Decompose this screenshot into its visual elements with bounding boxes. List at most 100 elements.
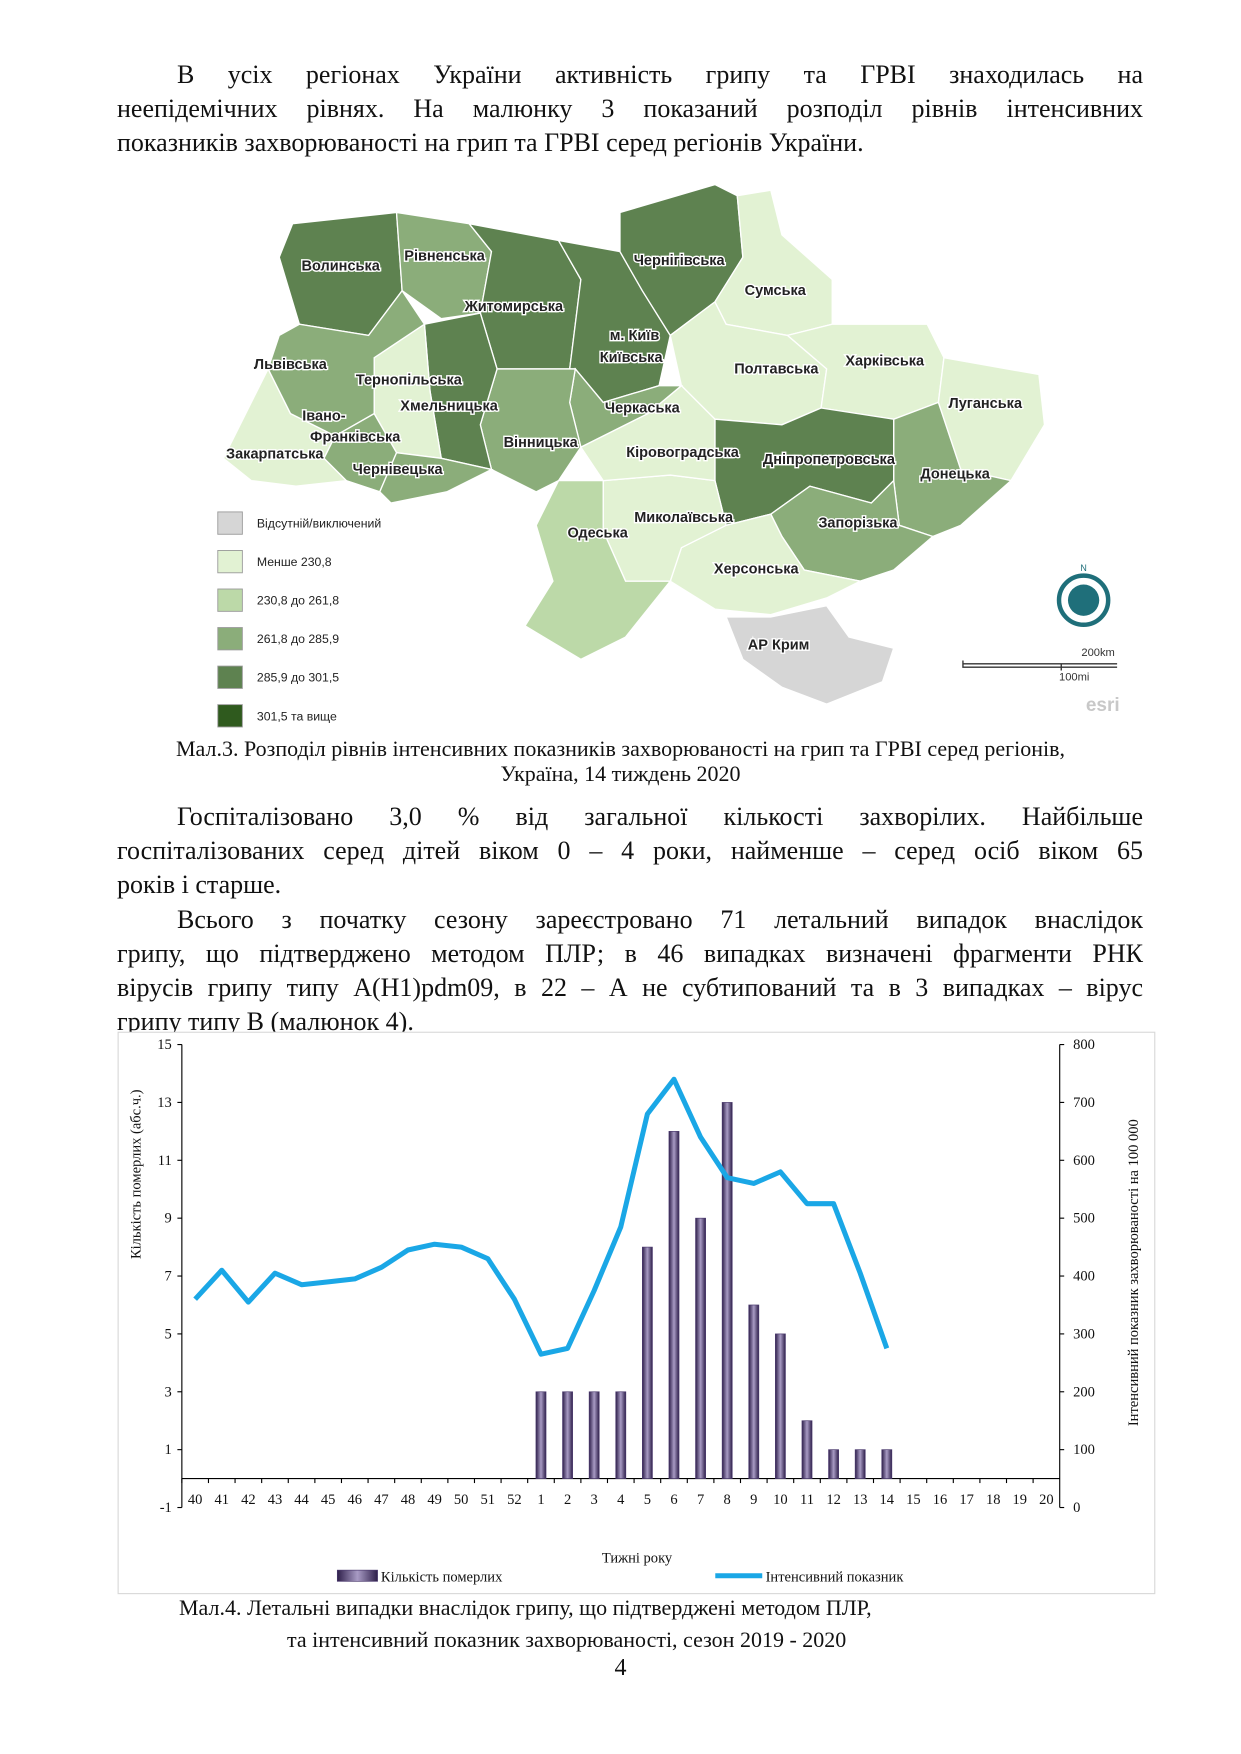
region [725,605,895,705]
legend-swatch [217,665,243,689]
region-label: Житомирська [464,299,564,315]
x-tick-label: 48 [401,1492,416,1508]
compass-core [1067,584,1100,616]
x-tick-label: 16 [933,1492,948,1508]
y-tick-label: 7 [165,1269,172,1285]
region-label: Рівненська [404,249,486,265]
legend-label: 301,5 та вище [257,709,337,723]
region-label: Івано- [302,408,345,424]
y2-tick-label: 200 [1073,1384,1095,1400]
bar [668,1131,680,1479]
region-label: Київська [600,350,664,366]
x-tick-label: 47 [374,1492,389,1508]
bar [828,1449,839,1479]
compass-north: N [1080,563,1086,573]
chart: -113579111315010020030040050060070080040… [117,1031,1156,1595]
legend-swatch [217,550,243,574]
y2-tick-label: 300 [1073,1326,1095,1342]
y2-tick-label: 600 [1073,1153,1095,1169]
region [222,367,348,487]
x-tick-label: 51 [481,1492,496,1508]
bar [881,1449,893,1479]
legend-swatch [336,1569,378,1582]
city-label: м. Київ [610,328,660,344]
text-line: Всього з початку сезону зареєстровано 71… [177,905,1143,934]
y-tick-label: 9 [165,1211,172,1227]
region-label: Миколаївська [634,510,734,526]
bar [721,1102,733,1479]
x-tick-label: 43 [268,1492,283,1508]
bar [854,1449,866,1479]
y2-tick-label: 400 [1073,1269,1095,1285]
x-tick-label: 45 [321,1492,336,1508]
x-tick-label: 9 [750,1492,757,1508]
y-tick-label: 3 [165,1384,172,1400]
x-tick-label: 13 [853,1492,868,1508]
x-tick-label: 15 [906,1492,921,1508]
scale-mi: 100mi [1059,672,1089,684]
region-label: Полтавська [734,361,819,377]
y-axis-title: Кількість померлих (абс.ч.) [128,1089,144,1259]
x-tick-label: 40 [188,1492,203,1508]
region-label: Луганська [949,396,1023,412]
chart-frame [117,1031,1156,1595]
region-label: АР Крим [748,637,810,653]
region [479,368,582,493]
bar [642,1246,653,1479]
text-line: грипу, що підтверджено методом ПЛР; в 46… [117,939,1143,968]
x-tick-label: 11 [800,1492,814,1508]
x-tick-label: 50 [454,1492,469,1508]
x-tick-label: 42 [241,1492,256,1508]
bar [588,1391,600,1479]
x-tick-label: 1 [537,1492,544,1508]
text-line: госпіталізованих серед дітей віком 0 – 4… [117,836,1143,865]
x-tick-label: 4 [617,1492,625,1508]
text-line: Госпіталізовано 3,0 % від загальної кіль… [177,802,1143,831]
bar [695,1217,706,1479]
region-label: Одеська [567,526,628,542]
x-axis-title: Тижні року [602,1550,673,1566]
region-label: Кіровоградська [626,445,739,461]
bar [562,1391,573,1479]
text-line: неепідемічних рівнях. На малюнку 3 показ… [117,94,1143,123]
bar [615,1391,627,1479]
region-label: Донецька [920,466,990,482]
text-line: років і старше. [117,870,282,899]
legend-swatch [217,511,243,535]
region-label: Тернопільська [356,373,463,389]
y-tick-label: 13 [157,1095,172,1111]
scale-bar [962,660,1118,671]
x-tick-label: 18 [986,1492,1001,1508]
y2-tick-label: 700 [1073,1095,1095,1111]
x-tick-label: 2 [564,1492,571,1508]
credit: esri [1086,695,1120,716]
region-label: Львівська [254,357,328,373]
region-label: Харківська [845,354,925,370]
region-label: Дніпропетровська [763,452,896,468]
y-tick-label: 15 [157,1037,172,1053]
legend-label: Інтенсивний показник [766,1569,905,1585]
x-tick-label: 49 [427,1492,442,1508]
map-caption: Україна, 14 тиждень 2020 [500,761,741,786]
y-tick-label: 1 [165,1442,172,1458]
legend-label: 285,9 до 301,5 [257,671,339,685]
x-tick-label: 17 [959,1492,974,1508]
region-label: Волинська [302,259,381,275]
map-caption: Мал.3. Розподіл рівнів інтенсивних показ… [175,736,1066,761]
legend-label: Відсутній/виключений [257,517,381,531]
region-label: Хмельницька [400,398,498,414]
text-line: показників захворюваності на грип та ГРВ… [117,128,864,157]
bar [535,1391,547,1479]
legend-swatch [217,704,243,728]
x-tick-label: 12 [826,1492,841,1508]
y2-tick-label: 0 [1073,1500,1080,1516]
y2-axis-title: Інтенсивний показник захворюваності на 1… [1126,1119,1142,1426]
x-tick-label: 46 [348,1492,363,1508]
x-tick-label: 6 [670,1492,677,1508]
y2-tick-label: 100 [1073,1442,1095,1458]
legend-label: Кількість померлих [381,1569,503,1585]
region-label: Франківська [310,430,401,446]
text-line: вірусів грипу типу А(Н1)pdm09, в 22 – А … [117,973,1143,1002]
y-tick-label: 11 [158,1153,172,1169]
